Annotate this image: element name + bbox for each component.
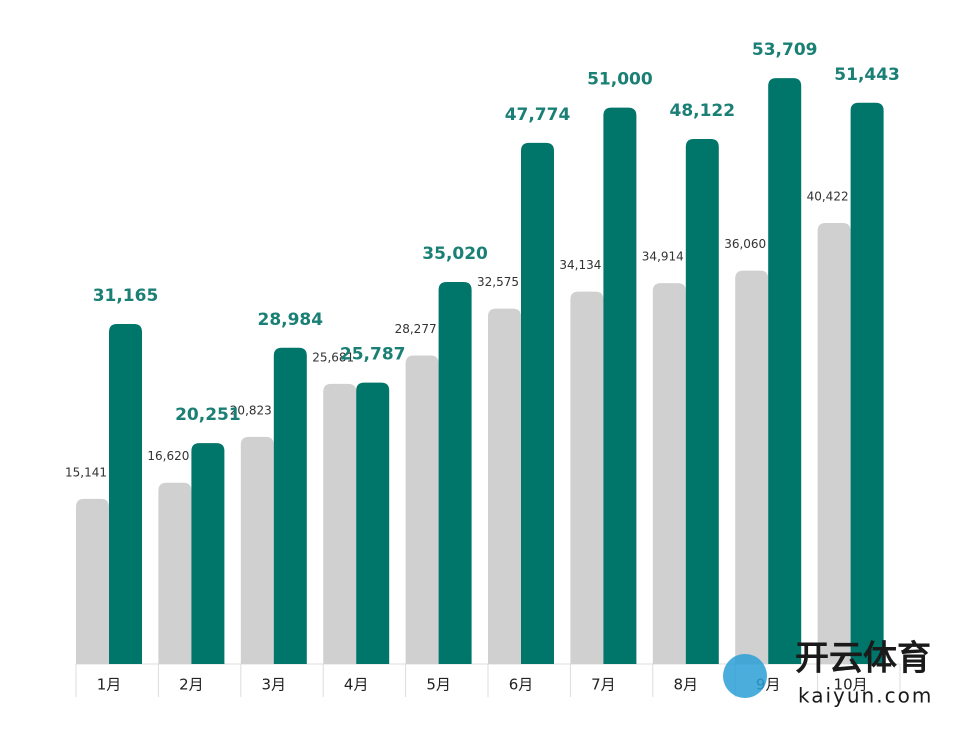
value-label: 47,774 bbox=[505, 105, 571, 125]
x-tick-label: 3月 bbox=[262, 676, 287, 694]
watermark-title: 开云体育 bbox=[795, 639, 931, 679]
value-label: 20,823 bbox=[230, 403, 272, 417]
value-label: 31,165 bbox=[93, 286, 159, 306]
value-label: 28,984 bbox=[257, 310, 323, 330]
value-label: 25,681 bbox=[312, 350, 354, 364]
bar-previous bbox=[735, 270, 769, 664]
value-label: 34,914 bbox=[642, 250, 684, 264]
bar-current bbox=[109, 324, 142, 664]
bar-current bbox=[685, 139, 719, 665]
value-label: 34,134 bbox=[559, 258, 601, 272]
bar-previous bbox=[488, 308, 521, 664]
bar-current bbox=[191, 443, 225, 664]
bar-current bbox=[356, 382, 390, 664]
value-label: 51,443 bbox=[834, 65, 900, 85]
value-label: 35,020 bbox=[422, 244, 488, 264]
x-tick-label: 1月 bbox=[97, 676, 122, 694]
value-label: 20,251 bbox=[175, 405, 241, 425]
bar-previous bbox=[240, 436, 274, 664]
bar-current bbox=[273, 347, 307, 664]
watermark-url: kaiyun.com bbox=[798, 684, 933, 708]
x-tick-label: 10月 bbox=[834, 676, 868, 694]
x-tick-label: 7月 bbox=[591, 676, 616, 694]
x-tick-label: 2月 bbox=[179, 676, 204, 694]
bar-previous bbox=[570, 291, 604, 664]
value-label: 28,277 bbox=[395, 322, 437, 336]
x-tick-label: 5月 bbox=[426, 676, 451, 694]
bar-previous bbox=[405, 355, 439, 664]
value-label: 25,787 bbox=[340, 345, 406, 365]
bar-previous bbox=[76, 498, 109, 664]
watermark-logo bbox=[723, 654, 767, 698]
x-tick-label: 8月 bbox=[674, 676, 699, 694]
bar-current bbox=[438, 281, 472, 664]
value-label: 51,000 bbox=[587, 70, 653, 90]
value-label: 16,620 bbox=[147, 449, 189, 463]
x-tick-label: 4月 bbox=[344, 676, 369, 694]
value-label: 15,141 bbox=[65, 465, 107, 479]
value-label: 36,060 bbox=[724, 237, 766, 251]
bar-previous bbox=[817, 223, 851, 665]
bar-previous bbox=[323, 383, 357, 664]
bar-current bbox=[850, 102, 884, 664]
x-tick-label: 6月 bbox=[509, 676, 534, 694]
value-label: 40,422 bbox=[807, 190, 849, 204]
bar-current bbox=[603, 107, 637, 665]
value-label: 32,575 bbox=[477, 275, 519, 289]
bar-current bbox=[768, 78, 802, 665]
bar-current bbox=[521, 142, 554, 664]
bar-previous bbox=[652, 283, 686, 664]
value-label: 53,709 bbox=[752, 40, 818, 60]
bar-previous bbox=[158, 482, 192, 664]
value-label: 48,122 bbox=[669, 101, 735, 121]
